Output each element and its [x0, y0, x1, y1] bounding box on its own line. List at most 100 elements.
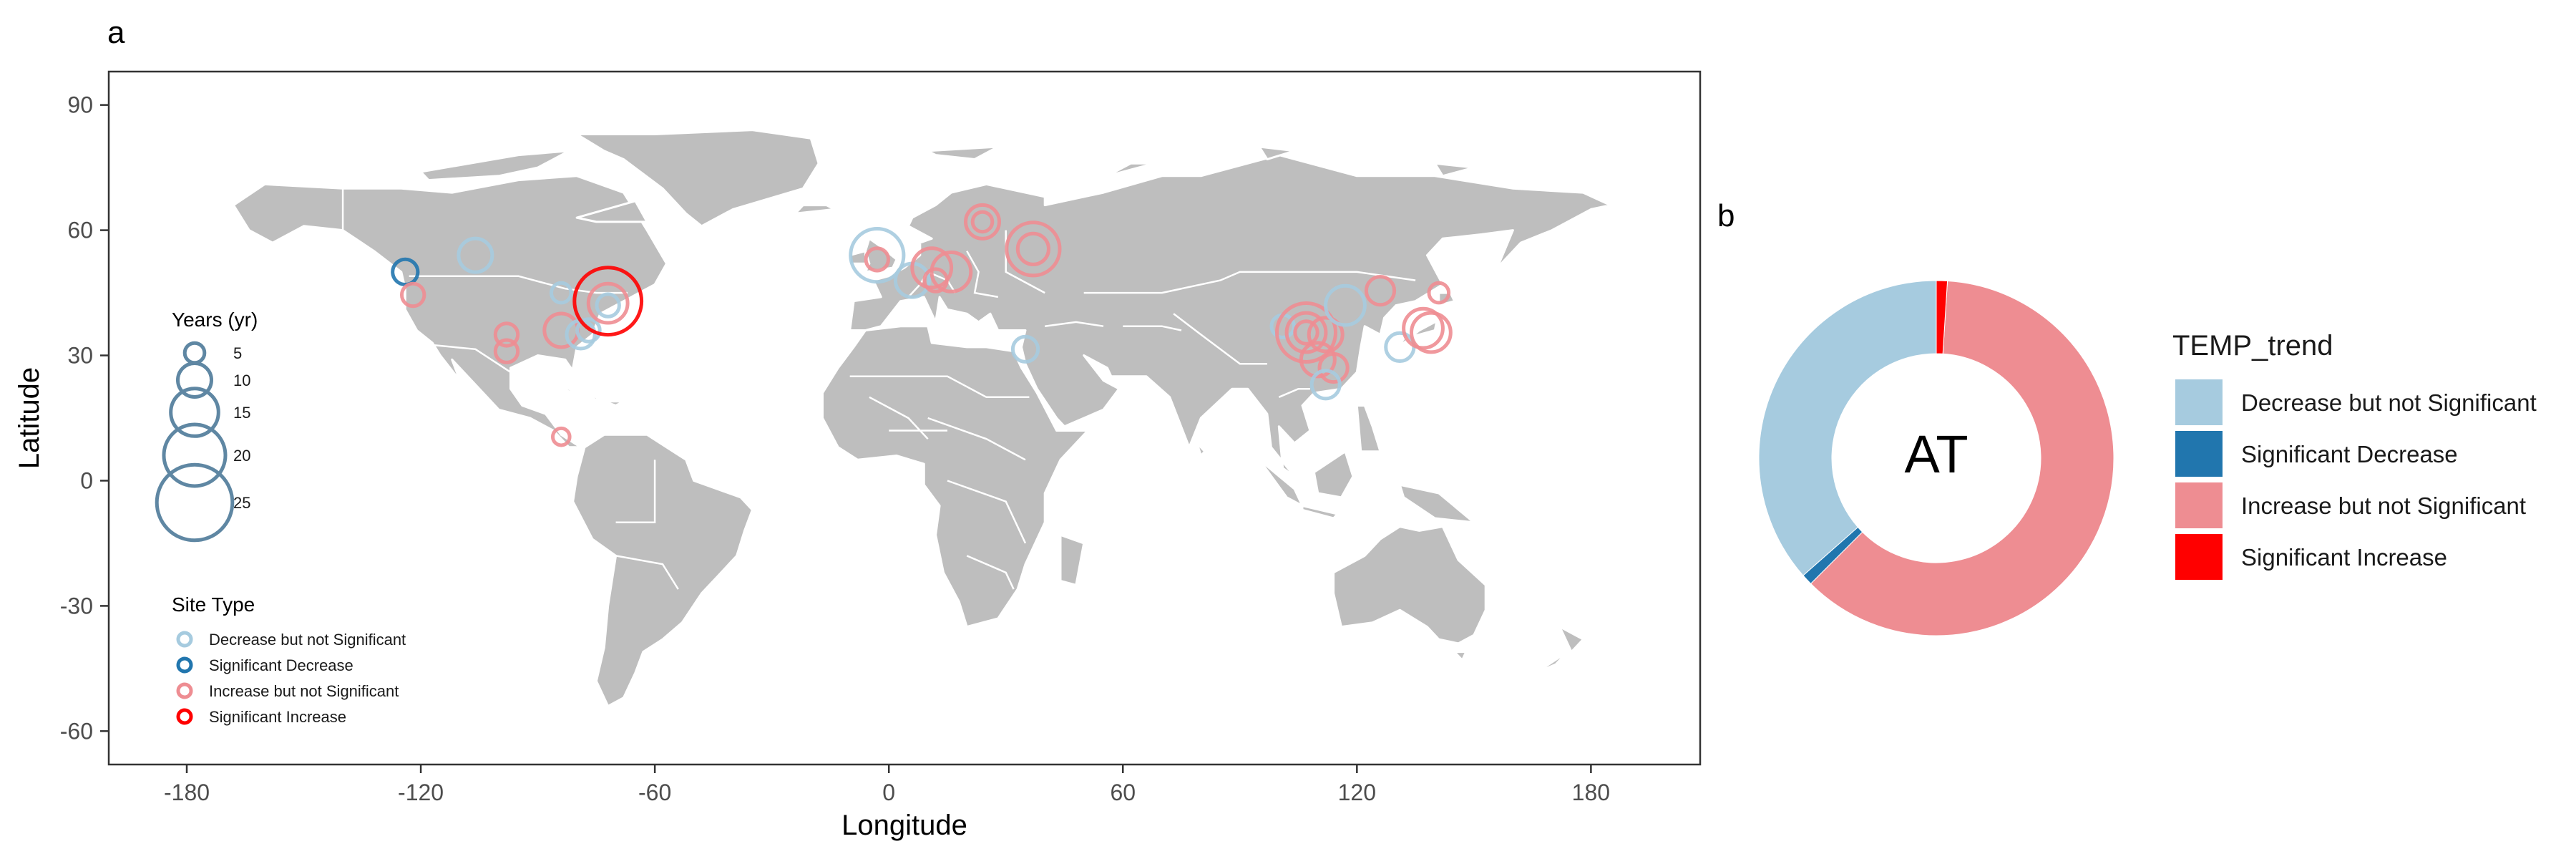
site-marker [1005, 220, 1062, 278]
border-line [947, 480, 1027, 544]
x-tick-label: -180 [164, 780, 210, 805]
y-tick-label: 30 [67, 343, 93, 369]
size-legend-label: 15 [233, 404, 250, 422]
site-marker [551, 426, 572, 447]
site-marker [964, 203, 1001, 241]
donut-legend-swatch [2175, 482, 2223, 528]
site-marker [457, 236, 494, 274]
site-marker [970, 210, 995, 234]
land-mass [1433, 162, 1475, 178]
site-marker [1275, 301, 1337, 364]
site-marker [930, 251, 973, 293]
land-mass [575, 200, 648, 223]
site-marker [864, 246, 891, 273]
border-line [1123, 325, 1182, 331]
site-marker [595, 292, 621, 319]
site-marker [493, 338, 520, 364]
y-tick-label: 60 [67, 218, 93, 243]
donut-legend-label: Significant Decrease [2241, 441, 2458, 467]
land-mass [602, 400, 625, 407]
site-markers [391, 203, 1453, 447]
border-line [966, 555, 1015, 590]
land-mass [1312, 450, 1355, 499]
size-legend-title: Years (yr) [172, 309, 258, 331]
x-tick-label: -120 [398, 780, 444, 805]
y-tick-label: 90 [67, 92, 93, 118]
site-marker [575, 317, 602, 344]
size-legend-label: 20 [233, 447, 250, 465]
site-marker [1410, 311, 1453, 354]
site-marker [1402, 306, 1445, 350]
size-legend-label: 5 [233, 344, 242, 362]
land-mass [927, 145, 1000, 160]
site-marker [493, 321, 520, 348]
size-legend-circle [169, 387, 220, 438]
years-size-legend: Years (yr) 5 10 15 20 25 [155, 309, 258, 543]
type-legend-items: Decrease but not Significant Significant … [176, 631, 406, 726]
size-legend-items: 5 10 15 20 25 [155, 341, 250, 543]
site-marker [910, 246, 954, 290]
site-marker [550, 281, 573, 305]
land-mass [1332, 525, 1487, 645]
type-legend-swatch [176, 631, 193, 648]
type-legend-label: Significant Increase [209, 708, 346, 726]
y-tick-label: 0 [80, 467, 93, 493]
border-line [1173, 313, 1267, 365]
site-marker [922, 267, 949, 293]
site-marker [1307, 316, 1345, 354]
y-axis: -60 -30 0 30 60 90 [60, 92, 109, 744]
x-tick-label: 180 [1572, 780, 1610, 805]
type-legend-label: Significant Decrease [209, 656, 353, 674]
border-line [615, 460, 656, 524]
type-legend-title: Site Type [172, 593, 255, 616]
land-mass [821, 325, 1089, 629]
panel-b-label: b [1717, 198, 1735, 233]
land-mass [1196, 442, 1206, 457]
donut-legend-swatch [2175, 379, 2223, 425]
donut-slice [1758, 280, 1937, 576]
land-mass [1398, 483, 1475, 524]
x-axis: -180 -120 -60 0 60 120 180 [164, 765, 1610, 805]
site-marker [1299, 341, 1337, 379]
type-legend-swatch [176, 708, 193, 725]
border-line [432, 344, 512, 373]
site-marker [849, 227, 906, 284]
land-mass [1558, 626, 1584, 654]
donut-legend: TEMP_trend Decrease but not Significant S… [2172, 330, 2537, 580]
site-marker [1015, 231, 1051, 266]
y-axis-title: Latitude [14, 367, 45, 469]
size-legend-label: 10 [233, 372, 250, 389]
donut-center-label: AT [1904, 424, 1968, 484]
land-mass [556, 387, 602, 403]
site-type-legend: Site Type Decrease but not Significant Si… [172, 593, 406, 726]
site-marker [1293, 319, 1319, 346]
site-marker [1010, 334, 1040, 364]
land-mass [575, 129, 820, 228]
y-tick-label: -60 [60, 718, 93, 744]
land-mass [1258, 145, 1296, 160]
donut-legend-items: Decrease but not Significant Significant … [2175, 379, 2537, 580]
border-line [1083, 271, 1416, 294]
site-marker [1317, 351, 1350, 384]
site-marker [586, 281, 630, 325]
site-marker [400, 281, 426, 309]
type-legend-label: Decrease but not Significant [209, 631, 406, 649]
border-line [966, 251, 999, 299]
border-line [927, 417, 1026, 461]
donut-legend-swatch [2175, 534, 2223, 580]
site-marker [1324, 283, 1367, 327]
size-legend-circle [162, 422, 228, 488]
y-tick-label: -30 [60, 593, 93, 618]
donut-slices [1758, 280, 2114, 636]
land-mass [794, 204, 836, 215]
type-legend-swatch [176, 656, 193, 674]
land-mass [1059, 533, 1085, 586]
site-marker [1427, 281, 1451, 305]
site-marker [1364, 275, 1397, 307]
land-mass [1535, 651, 1569, 674]
x-tick-label: 60 [1110, 780, 1136, 805]
border-line [1278, 387, 1310, 398]
x-tick-label: 0 [882, 780, 895, 805]
type-legend-label: Increase but not Significant [209, 682, 399, 700]
